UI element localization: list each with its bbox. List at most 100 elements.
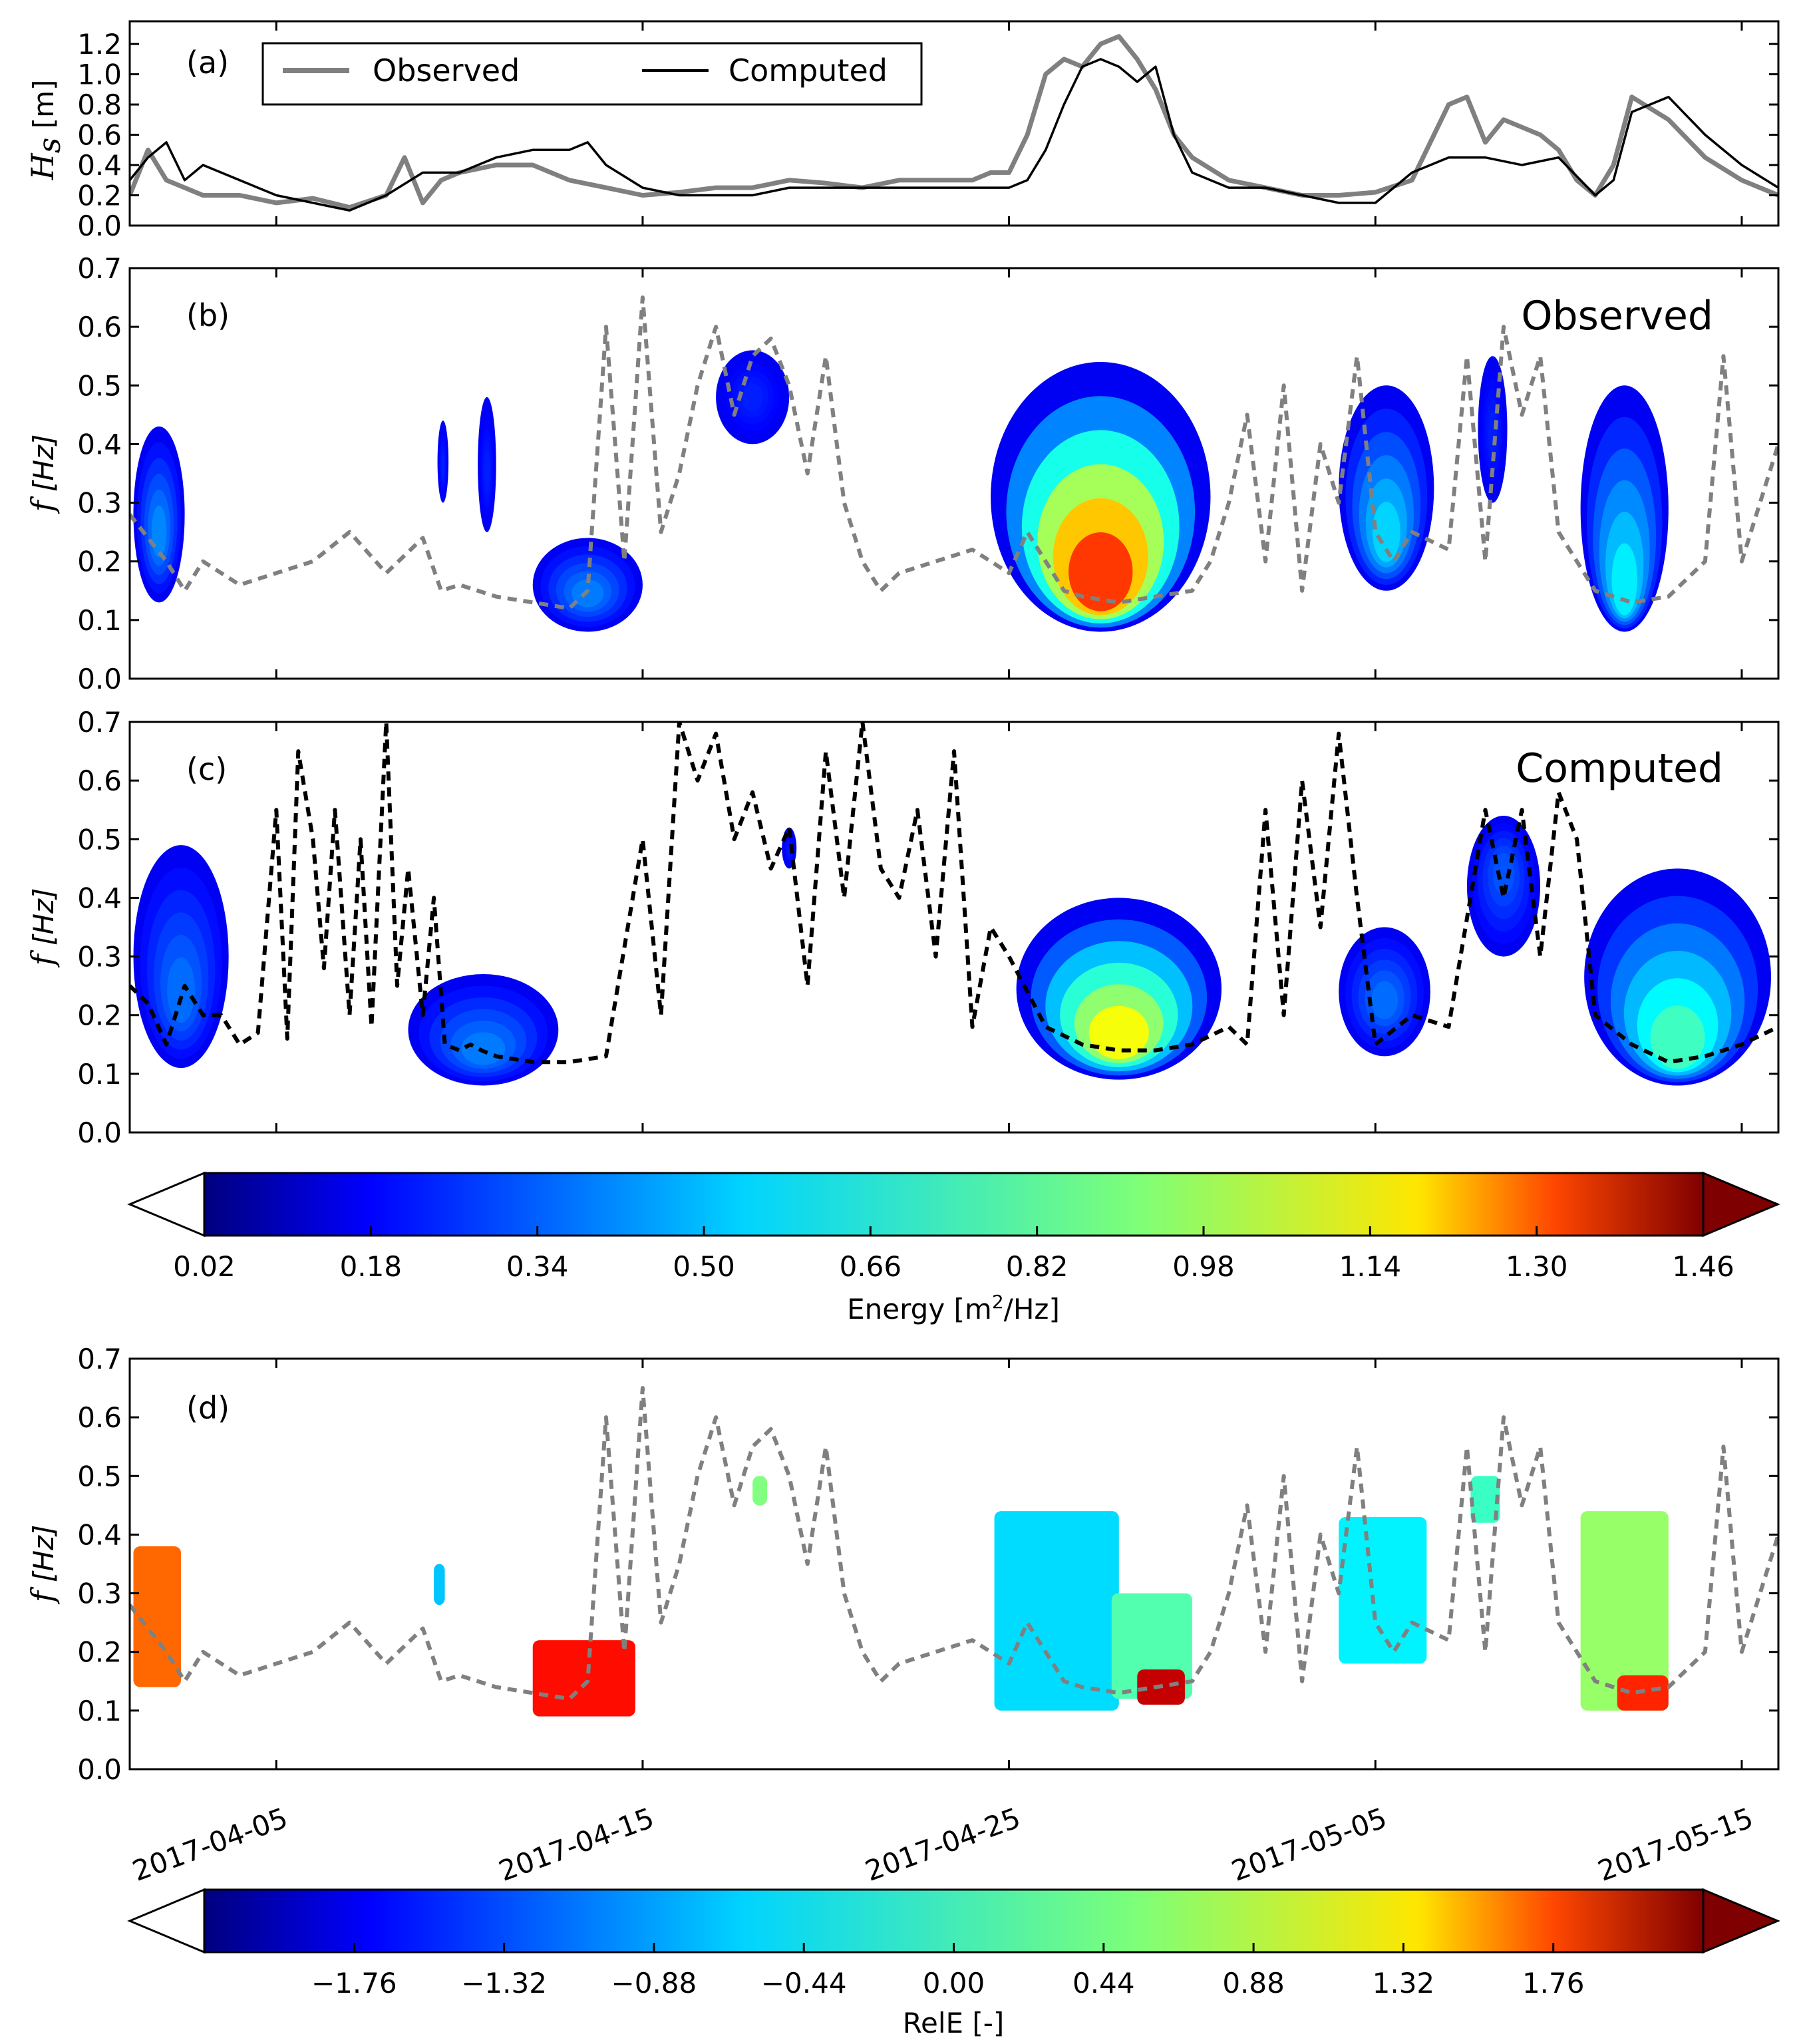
y-tick-label: 0.3 — [77, 487, 122, 520]
panel-b-y-ticks: 0.0 0.1 0.2 0.3 0.4 0.5 0.6 0.7 — [77, 252, 1778, 695]
energy-blob — [133, 845, 229, 1069]
panel-c-frame — [128, 721, 1780, 1134]
y-tick-label: 0.7 — [77, 1343, 122, 1375]
colorbar-tick-label: 0.18 — [340, 1250, 403, 1283]
colorbar-energy-over-arrow — [1702, 1171, 1780, 1238]
panel-c-y-axis-label: f [Hz] — [25, 888, 61, 968]
energy-contour — [1650, 1005, 1705, 1069]
observed-peak-frequency-line — [130, 295, 1778, 611]
colorbar-rele-label: RelE [-] — [903, 2007, 1005, 2039]
y-tick-label: 1.2 — [77, 28, 122, 61]
y-tick-label: 0.0 — [77, 1753, 122, 1786]
panel-c-x-ticks — [275, 722, 1743, 1132]
y-tick-label: 0.1 — [77, 604, 122, 637]
y-tick-label: 0.7 — [77, 706, 122, 739]
y-tick-label: 0.2 — [77, 1636, 122, 1669]
y-tick-label: 0.1 — [77, 1058, 122, 1091]
panel-b-title: Observed — [1521, 293, 1713, 339]
energy-blob — [1478, 356, 1508, 503]
energy-blob — [133, 426, 185, 603]
y-tick-label: 0.6 — [77, 765, 122, 797]
colorbar-rele-gradient — [203, 1888, 1705, 1954]
series-observed-line — [130, 34, 1778, 210]
colorbar-rele-ticks: −1.76 −1.32 −0.88 −0.44 0.00 0.44 0.88 1.32 1.76 — [311, 1943, 1585, 1999]
y-tick-label: 0.1 — [77, 1695, 122, 1727]
y-tick-label: 0.5 — [77, 823, 122, 856]
x-tick-label: 2017-05-05 — [1228, 1801, 1391, 1888]
y-tick-label: 0.4 — [77, 149, 122, 182]
panel-d-frame — [128, 1357, 1780, 1771]
energy-blob — [1339, 927, 1430, 1057]
y-tick-label: 0.6 — [77, 311, 122, 343]
panel-a-label: (a) — [186, 45, 229, 81]
colorbar-tick-label: 0.82 — [1006, 1250, 1068, 1283]
y-tick-label: 0.3 — [77, 941, 122, 973]
y-tick-label: 0.4 — [77, 1518, 122, 1551]
rele-patch — [1580, 1511, 1669, 1711]
energy-blob — [478, 397, 496, 532]
energy-blob — [1580, 385, 1669, 632]
colorbar-tick-label: 0.34 — [506, 1250, 569, 1283]
y-tick-label: 0.8 — [77, 88, 122, 121]
panel-b: 0.0 0.1 0.2 0.3 0.4 0.5 0.6 0.7 f [Hz] (b) Obse… — [25, 252, 1780, 695]
x-tick-label: 2017-05-15 — [1593, 1801, 1757, 1888]
y-tick-label: 0.4 — [77, 428, 122, 460]
legend-computed-label: Computed — [729, 53, 888, 88]
y-tick-label: 0.0 — [77, 1116, 122, 1149]
colorbar-tick-label: 1.76 — [1522, 1967, 1585, 1999]
rele-patch — [532, 1640, 635, 1717]
y-tick-label: 0.3 — [77, 1578, 122, 1610]
y-tick-label: 0.6 — [77, 119, 122, 152]
panel-b-label: (b) — [186, 297, 230, 333]
observed-peak-frequency-line — [130, 1386, 1778, 1701]
colorbar-tick-label: 0.02 — [173, 1250, 236, 1283]
colorbar-tick-label: 0.98 — [1172, 1250, 1235, 1283]
panel-b-x-ticks — [275, 268, 1743, 679]
energy-contour — [151, 505, 167, 558]
panel-d-y-ticks: 0.0 0.1 0.2 0.3 0.4 0.5 0.6 0.7 — [77, 1343, 1778, 1786]
panel-b-y-axis-label: f [Hz] — [25, 434, 61, 514]
colorbar-rele-under-arrow — [127, 1888, 206, 1954]
y-tick-label: 0.2 — [77, 546, 122, 578]
rele-patch — [994, 1511, 1119, 1711]
y-tick-label: 0.0 — [77, 663, 122, 695]
colorbar-rele: −1.76 −1.32 −0.88 −0.44 0.00 0.44 0.88 1.32 1.76… — [127, 1888, 1780, 2039]
energy-contour — [742, 383, 764, 412]
colorbar-tick-label: 0.88 — [1222, 1967, 1285, 1999]
energy-contour — [484, 451, 490, 491]
panel-d: 0.00.10.20.30.40.50.60.7 2017-04-05 2017-… — [25, 1343, 1780, 1888]
panel-a-x-ticks — [275, 21, 1743, 226]
energy-blob — [437, 421, 449, 503]
energy-blob — [1466, 816, 1541, 957]
energy-blob — [1339, 385, 1434, 591]
computed-peak-frequency-line — [130, 722, 1778, 1065]
y-tick-label: 0.2 — [77, 180, 122, 212]
panel-a-frame — [128, 20, 1780, 227]
energy-blob — [716, 350, 790, 444]
colorbar-tick-label: 1.46 — [1672, 1250, 1734, 1283]
y-tick-label: 0.0 — [77, 210, 122, 242]
colorbar-tick-label: −1.76 — [311, 1967, 397, 1999]
x-tick-label: 2017-04-25 — [861, 1801, 1025, 1888]
colorbar-tick-label: 1.14 — [1339, 1250, 1402, 1283]
colorbar-energy-ticks: 0.02 0.18 0.34 0.50 0.66 0.82 0.98 1.14 1.30 1.46 — [173, 1226, 1734, 1283]
panel-a-y-ticks: 0.00.20.40.60.81.01.2 — [77, 28, 1778, 242]
panel-c-label: (c) — [186, 751, 227, 787]
energy-contour — [441, 454, 445, 478]
legend-observed-label: Observed — [373, 53, 520, 88]
y-tick-label: 0.6 — [77, 1401, 122, 1434]
panel-c-title: Computed — [1516, 745, 1723, 792]
energy-contour — [1088, 1005, 1149, 1059]
panel-a-y-axis-label: Hs [m] — [25, 80, 67, 181]
y-tick-label: 0.4 — [77, 882, 122, 914]
colorbar-tick-label: 0.44 — [1072, 1967, 1135, 1999]
colorbar-energy-label: Energy [m2/Hz] — [847, 1291, 1060, 1325]
colorbar-tick-label: 0.66 — [840, 1250, 902, 1283]
panel-a-legend: Observed Computed — [261, 42, 923, 106]
colorbar-energy-under-arrow — [127, 1171, 206, 1238]
energy-contour — [1068, 532, 1133, 611]
y-tick-label: 1.0 — [77, 59, 122, 91]
y-tick-label: 0.5 — [77, 369, 122, 402]
colorbar-tick-label: 0.50 — [673, 1250, 735, 1283]
